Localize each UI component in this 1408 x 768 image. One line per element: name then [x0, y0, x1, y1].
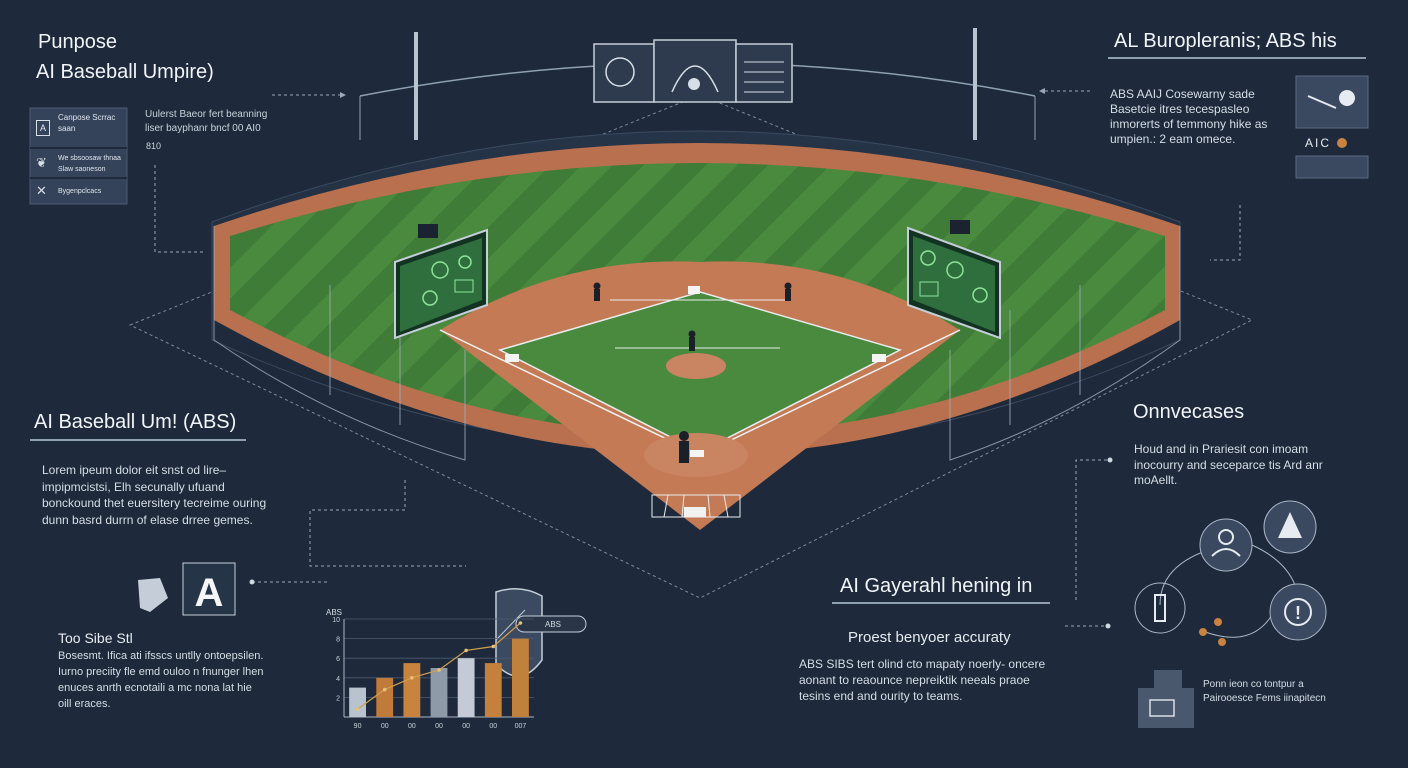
chart-ytick-label: 6 [336, 656, 340, 663]
chart-title: ABS [326, 608, 342, 617]
top-right-badge: AIC [1305, 136, 1332, 150]
chart-trend-point [491, 644, 496, 649]
list-item-label: Canpose Scrrac saan [58, 113, 116, 133]
chart-xtick-label: 00 [408, 723, 416, 730]
abs-heading: AI Baseball Um! (ABS) [34, 411, 237, 433]
clipboard-icon: A [36, 120, 50, 136]
bottom-center-body: ABS SIBS tert olind cto mapaty noerly- o… [799, 657, 1046, 703]
left-display-screen [394, 224, 488, 340]
chart-xtick-label: 90 [354, 723, 362, 730]
svg-text:!: ! [1295, 603, 1301, 623]
third-base [505, 354, 519, 362]
chart-ytick-label: 10 [332, 617, 340, 624]
top-right-body: ABS AAIJ Cosewarny sade Basetcie itres t… [1110, 87, 1268, 146]
bottom-right-body: Ponn ieon co tontpur a Pairooesce Fems i… [1203, 679, 1326, 704]
list-item-label: Bygenpclcacs [58, 188, 102, 195]
chart-bar [349, 687, 366, 717]
chart-tag: ABS [545, 620, 562, 629]
purpose-note-tag: 810 [146, 141, 162, 151]
purpose-note: Uulerst Baeor fert beanning liser baypha… [145, 109, 268, 134]
list-panel-bg [29, 107, 128, 205]
abs-heading-rule [30, 439, 246, 441]
chart-trend-point [464, 648, 468, 653]
chart-trend-point [382, 687, 387, 692]
bottom-left-body: Bosesmt. Ifica ati ifsscs untlly ontoeps… [58, 650, 264, 710]
bat-icon [1134, 582, 1186, 634]
chart-bar [484, 663, 502, 717]
chart-xtick-label: 00 [435, 723, 443, 730]
chart-trend-point [437, 668, 441, 672]
use-cases-heading: Onnvecases [1133, 401, 1245, 423]
bottom-center-heading: AI Gayerahl hening in [840, 575, 1033, 597]
purpose-heading-line2: AI Baseball Umpire) [36, 61, 214, 83]
alert-icon [1269, 583, 1327, 641]
connector-lines [154, 90, 1241, 627]
first-base [872, 354, 886, 362]
chart-xtick-label: 00 [462, 723, 470, 730]
network-icon: ✕ [36, 183, 47, 198]
chart-xtick-label: 007 [515, 723, 527, 730]
chart-trend-point [518, 621, 523, 625]
chart-bar [376, 677, 394, 717]
right-display-screen [907, 220, 1001, 340]
chart-ytick-label: 2 [336, 695, 340, 702]
box-icon [1138, 670, 1194, 728]
player-figures [593, 282, 792, 463]
chart-trend-point [355, 707, 360, 711]
chart-bar [403, 663, 421, 717]
chart-trend-point [410, 676, 414, 680]
svg-text:A: A [195, 571, 224, 615]
top-right-icons [1295, 75, 1369, 179]
use-cases-body: Houd and in Prariesit con imoam inocourr… [1134, 442, 1323, 487]
bottom-center-subheading: Proest benyoer accuraty [848, 629, 1011, 646]
top-monitors [593, 39, 793, 103]
umpire-a-logo: A [138, 562, 236, 616]
top-right-heading: AL Buropleranis; ABS his [1114, 30, 1337, 52]
chart-xtick-label: 00 [489, 723, 497, 730]
tablet-device [495, 588, 587, 677]
second-base [688, 286, 700, 294]
handshake-icon: ❦ [36, 155, 47, 170]
purpose-heading-line1: Punpose [38, 31, 117, 53]
chart-ytick-label: 8 [336, 637, 340, 644]
chart-bar [457, 658, 475, 717]
chart-xtick-label: 00 [381, 723, 389, 730]
top-right-rule [1108, 57, 1366, 59]
list-item-label: We sbsoosaw thnaa Slaw saoneson [58, 155, 121, 173]
use-case-diagram: ! [1134, 500, 1327, 646]
pitchers-mound [666, 353, 726, 379]
abs-body: Lorem ipeum dolor eit snst od lire– impi… [42, 463, 267, 527]
chart-bar [430, 668, 448, 717]
home-plate [690, 450, 704, 457]
chart-bar [512, 638, 529, 717]
chart-ytick-label: 4 [336, 676, 340, 683]
bottom-left-heading: Too Sibe Stl [58, 630, 133, 646]
bottom-center-rule [832, 602, 1050, 604]
